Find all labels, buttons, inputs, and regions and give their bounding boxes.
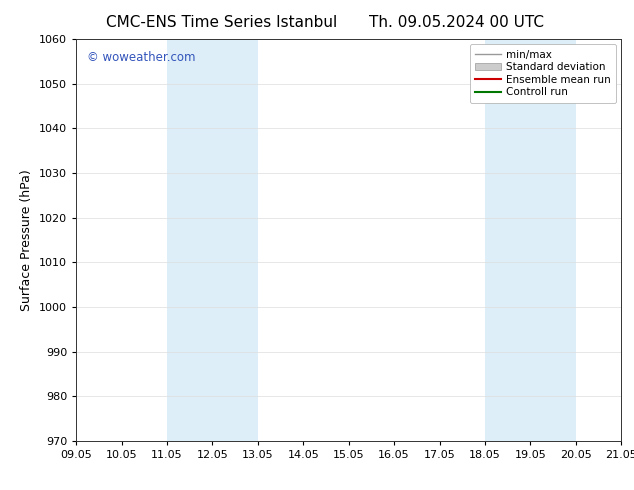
Bar [167,39,258,441]
Text: CMC-ENS Time Series Istanbul: CMC-ENS Time Series Istanbul [107,15,337,30]
Y-axis label: Surface Pressure (hPa): Surface Pressure (hPa) [20,169,34,311]
Bar [485,39,576,441]
Text: © woweather.com: © woweather.com [87,51,195,64]
Text: Th. 09.05.2024 00 UTC: Th. 09.05.2024 00 UTC [369,15,544,30]
Legend: min/max, Standard deviation, Ensemble mean run, Controll run: min/max, Standard deviation, Ensemble me… [470,45,616,102]
